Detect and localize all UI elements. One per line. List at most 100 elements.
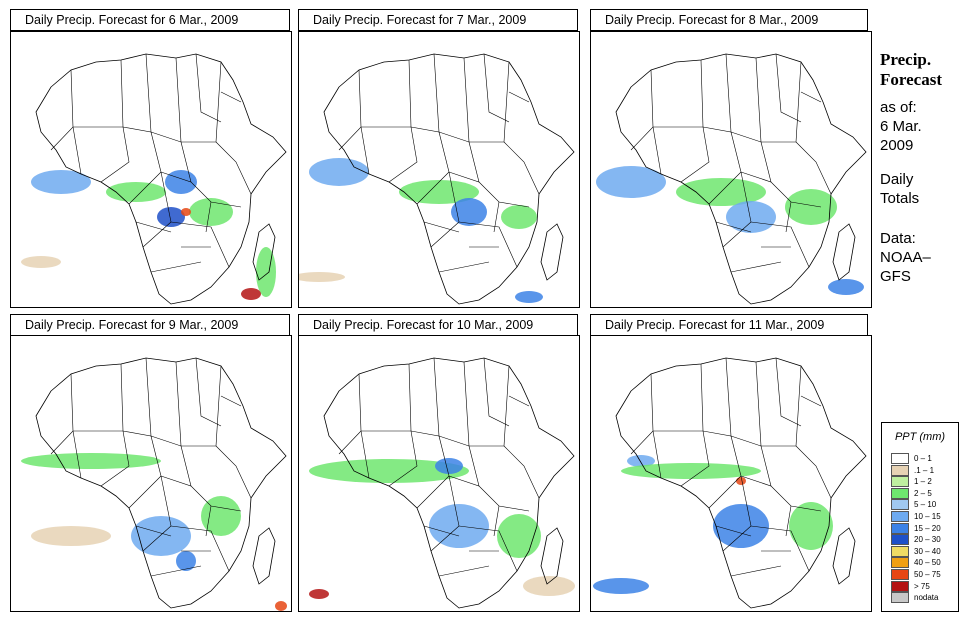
legend-label: 5 – 10 — [914, 500, 937, 510]
precip-area — [515, 291, 543, 303]
coastline — [615, 53, 867, 305]
country-border — [360, 430, 370, 479]
country-border — [508, 395, 530, 407]
country-border — [410, 357, 440, 437]
precip-area — [736, 477, 746, 485]
country-border — [785, 505, 792, 537]
precip-area — [189, 198, 233, 226]
country-border — [220, 91, 242, 103]
precip-map-2 — [298, 31, 580, 308]
country-border — [795, 141, 832, 195]
precip-area — [785, 189, 837, 225]
coastline — [832, 527, 856, 585]
precip-area — [789, 502, 833, 550]
legend-swatch — [891, 522, 909, 534]
coastline — [35, 357, 287, 609]
country-border — [388, 126, 418, 183]
coastline — [323, 357, 575, 609]
side-title-line2: Forecast — [880, 70, 942, 89]
country-border — [702, 53, 732, 133]
map-canvas — [309, 357, 575, 609]
precip-area — [621, 463, 761, 479]
country-border — [195, 357, 222, 427]
country-border — [469, 365, 510, 447]
country-border — [652, 430, 662, 479]
country-border — [438, 261, 490, 273]
precip-area — [21, 256, 61, 268]
country-border — [388, 430, 418, 487]
country-border — [410, 53, 440, 133]
country-border — [438, 57, 470, 143]
country-border — [361, 59, 412, 128]
country-border — [360, 126, 370, 175]
precip-area — [176, 551, 196, 571]
country-border — [493, 201, 500, 233]
country-border — [653, 363, 704, 432]
panel-title-6: Daily Precip. Forecast for 11 Mar., 2009 — [590, 314, 868, 336]
country-border — [761, 61, 802, 143]
panel-title-4: Daily Precip. Forecast for 9 Mar., 2009 — [10, 314, 290, 336]
legend-title: PPT (mm) — [894, 431, 946, 443]
legend-label: 20 – 30 — [914, 535, 941, 545]
precip-area — [106, 182, 166, 202]
precip-area — [181, 208, 191, 216]
legend-label: 30 – 40 — [914, 546, 941, 556]
precip-area — [299, 272, 345, 282]
legend-label: 2 – 5 — [914, 488, 932, 498]
precip-area — [309, 589, 329, 599]
country-border — [478, 181, 530, 208]
precip-map-6 — [590, 335, 872, 612]
country-border — [750, 525, 810, 572]
map-canvas — [596, 53, 867, 305]
country-border — [170, 221, 230, 268]
country-border — [50, 373, 74, 455]
precip-area — [451, 198, 487, 226]
country-border — [458, 525, 518, 572]
precip-map-1 — [10, 31, 292, 308]
country-border — [73, 363, 124, 432]
country-border — [503, 445, 540, 499]
panel-title-2: Daily Precip. Forecast for 7 Mar., 2009 — [298, 9, 578, 31]
precip-area — [275, 601, 287, 611]
country-border — [448, 141, 480, 183]
country-border — [181, 61, 222, 143]
precip-area — [713, 504, 769, 548]
country-border — [800, 91, 822, 103]
country-border — [170, 525, 230, 572]
country-border — [653, 59, 704, 128]
asof-label: as of: — [880, 99, 917, 116]
country-border — [800, 395, 822, 407]
country-border — [122, 53, 152, 133]
country-border — [50, 69, 74, 151]
country-border — [740, 141, 772, 183]
asof-date-line2: 2009 — [880, 137, 914, 154]
country-border — [122, 357, 152, 437]
legend-label: 15 – 20 — [914, 523, 941, 533]
map-canvas — [21, 53, 287, 305]
country-border — [715, 221, 752, 233]
country-border — [702, 357, 732, 437]
precip-area — [31, 170, 91, 194]
legend-swatch — [891, 453, 909, 464]
country-border — [128, 435, 162, 509]
precip-area — [241, 288, 261, 300]
legend-label: > 75 — [914, 581, 930, 591]
data-source-line3: GFS — [880, 268, 911, 285]
legend-label: 50 – 75 — [914, 570, 941, 579]
asof-date-line1: 6 Mar. — [880, 118, 922, 135]
country-border — [181, 365, 222, 447]
country-border — [785, 201, 792, 233]
country-border — [458, 221, 518, 268]
country-border — [160, 445, 192, 487]
country-border — [795, 445, 832, 499]
legend-swatch — [891, 499, 909, 511]
country-border — [135, 525, 172, 537]
country-border — [195, 53, 222, 123]
precip-area — [627, 455, 655, 467]
map-canvas — [21, 357, 287, 611]
legend-swatch — [891, 534, 909, 546]
totals-line1: Daily — [880, 171, 914, 188]
legend-swatch — [891, 464, 909, 476]
panel-title-1: Daily Precip. Forecast for 6 Mar., 2009 — [10, 9, 290, 31]
